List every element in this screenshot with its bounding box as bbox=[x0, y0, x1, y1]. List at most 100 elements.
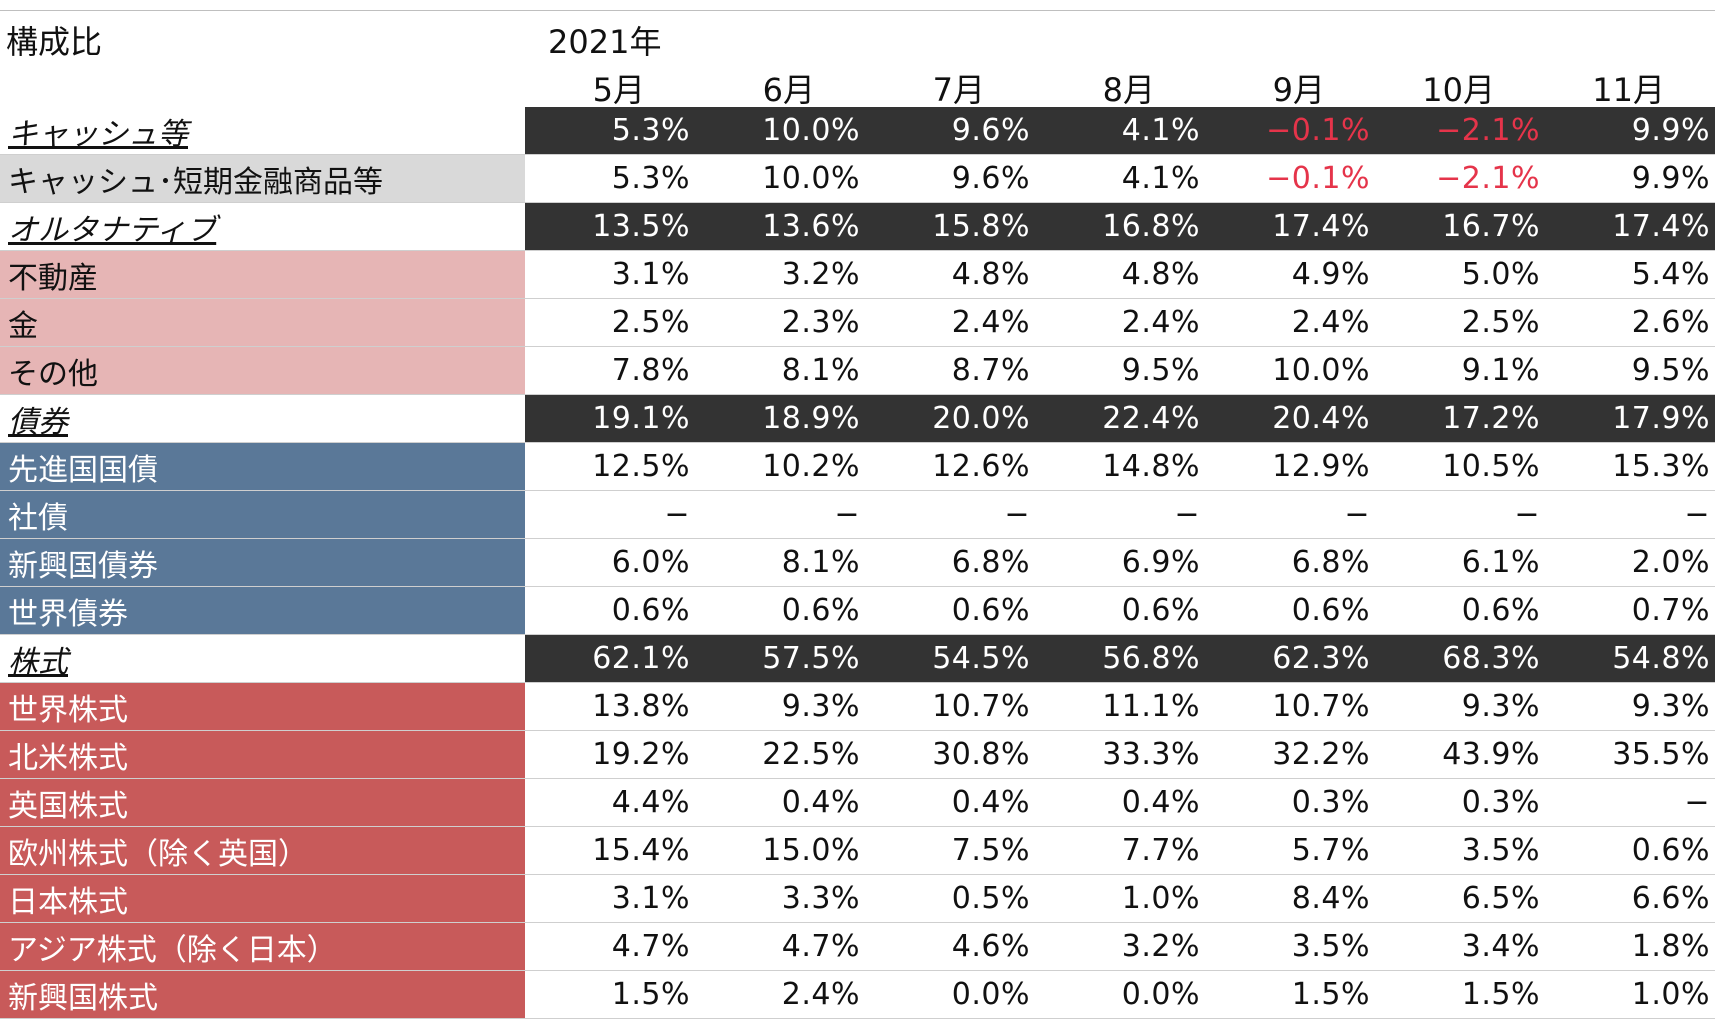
value-cell: 13.8% bbox=[592, 689, 690, 724]
value-cell: 13.6% bbox=[762, 209, 860, 244]
row-values: − − − − − − − bbox=[525, 491, 1715, 538]
table-row: アジア株式（除く日本） 4.7% 4.7% 4.6% 3.2% 3.5% 3.4% 1.8% bbox=[0, 923, 1715, 971]
value-cell: 8.1% bbox=[781, 545, 860, 580]
row-values: 5.3% 10.0% 9.6% 4.1% −0.1% −2.1% 9.9% bbox=[525, 107, 1715, 154]
value-cell: 32.2% bbox=[1272, 737, 1370, 772]
value-cell: −2.1% bbox=[1436, 113, 1540, 148]
row-values: 13.8% 9.3% 10.7% 11.1% 10.7% 9.3% 9.3% bbox=[525, 683, 1715, 730]
value-cell: 5.4% bbox=[1631, 257, 1710, 292]
value-cell: 68.3% bbox=[1442, 641, 1540, 676]
month-header-2: 6月 bbox=[762, 71, 815, 109]
value-cell: 1.8% bbox=[1631, 929, 1710, 964]
value-cell: 5.3% bbox=[611, 161, 690, 196]
row-values: 7.8% 8.1% 8.7% 9.5% 10.0% 9.1% 9.5% bbox=[525, 347, 1715, 394]
value-cell: 20.0% bbox=[932, 401, 1030, 436]
value-cell: 1.5% bbox=[611, 977, 690, 1012]
value-cell: 14.8% bbox=[1102, 449, 1200, 484]
value-cell: 0.6% bbox=[1291, 593, 1370, 628]
value-cell: 6.1% bbox=[1461, 545, 1540, 580]
value-cell: 1.0% bbox=[1121, 881, 1200, 916]
value-cell: 17.2% bbox=[1442, 401, 1540, 436]
row-label: アジア株式（除く日本） bbox=[0, 923, 525, 970]
value-cell: 17.4% bbox=[1612, 209, 1710, 244]
row-values: 4.4% 0.4% 0.4% 0.4% 0.3% 0.3% − bbox=[525, 779, 1715, 826]
value-cell: 2.5% bbox=[1461, 305, 1540, 340]
value-cell: 3.2% bbox=[781, 257, 860, 292]
month-header-5: 9月 bbox=[1272, 71, 1325, 109]
value-cell: 9.5% bbox=[1121, 353, 1200, 388]
value-cell: 22.4% bbox=[1102, 401, 1200, 436]
value-cell: 9.9% bbox=[1631, 161, 1710, 196]
value-cell: 15.3% bbox=[1612, 449, 1710, 484]
value-cell: −2.1% bbox=[1436, 161, 1540, 196]
row-label: 社債 bbox=[0, 491, 525, 538]
value-cell: 0.0% bbox=[951, 977, 1030, 1012]
table-row: キャッシュ･短期金融商品等 5.3% 10.0% 9.6% 4.1% −0.1% −2.1%… bbox=[0, 155, 1715, 203]
value-cell: 9.6% bbox=[951, 161, 1030, 196]
value-cell: 12.5% bbox=[592, 449, 690, 484]
row-values: 13.5% 13.6% 15.8% 16.8% 17.4% 16.7% 17.4% bbox=[525, 203, 1715, 250]
value-cell: 0.4% bbox=[1121, 785, 1200, 820]
row-values: 6.0% 8.1% 6.8% 6.9% 6.8% 6.1% 2.0% bbox=[525, 539, 1715, 586]
row-values: 0.6% 0.6% 0.6% 0.6% 0.6% 0.6% 0.7% bbox=[525, 587, 1715, 634]
row-label: その他 bbox=[0, 347, 525, 394]
value-cell: 8.1% bbox=[781, 353, 860, 388]
value-cell: 15.4% bbox=[592, 833, 690, 868]
row-values: 19.2% 22.5% 30.8% 33.3% 32.2% 43.9% 35.5% bbox=[525, 731, 1715, 778]
value-cell: 4.8% bbox=[951, 257, 1030, 292]
row-label: 先進国国債 bbox=[0, 443, 525, 490]
value-cell: 10.5% bbox=[1442, 449, 1540, 484]
value-cell: 0.6% bbox=[1461, 593, 1540, 628]
value-cell: 10.0% bbox=[762, 161, 860, 196]
row-values: 62.1% 57.5% 54.5% 56.8% 62.3% 68.3% 54.8% bbox=[525, 635, 1715, 682]
value-cell: 17.9% bbox=[1612, 401, 1710, 436]
value-cell: 1.5% bbox=[1461, 977, 1540, 1012]
value-cell: 3.1% bbox=[611, 257, 690, 292]
row-label: 金 bbox=[0, 299, 525, 346]
value-cell: 30.8% bbox=[932, 737, 1030, 772]
value-cell: 9.1% bbox=[1461, 353, 1540, 388]
value-cell: 19.2% bbox=[592, 737, 690, 772]
value-cell: 4.6% bbox=[951, 929, 1030, 964]
value-cell: 11.1% bbox=[1102, 689, 1200, 724]
value-cell: 3.4% bbox=[1461, 929, 1540, 964]
row-label: 北米株式 bbox=[0, 731, 525, 778]
value-cell: −0.1% bbox=[1266, 113, 1370, 148]
row-label: オルタナティブ bbox=[0, 203, 525, 250]
row-values: 19.1% 18.9% 20.0% 22.4% 20.4% 17.2% 17.9% bbox=[525, 395, 1715, 442]
value-cell: 0.5% bbox=[951, 881, 1030, 916]
value-cell: 54.5% bbox=[932, 641, 1030, 676]
value-cell: 1.0% bbox=[1631, 977, 1710, 1012]
value-cell: 12.6% bbox=[932, 449, 1030, 484]
top-border bbox=[0, 10, 1715, 11]
row-values: 12.5% 10.2% 12.6% 14.8% 12.9% 10.5% 15.3% bbox=[525, 443, 1715, 490]
value-cell: 6.9% bbox=[1121, 545, 1200, 580]
value-cell: − bbox=[1344, 497, 1370, 532]
table-row: その他 7.8% 8.1% 8.7% 9.5% 10.0% 9.1% 9.5% bbox=[0, 347, 1715, 395]
row-label: 英国株式 bbox=[0, 779, 525, 826]
value-cell: 4.1% bbox=[1121, 113, 1200, 148]
table-row: 先進国国債 12.5% 10.2% 12.6% 14.8% 12.9% 10.5% 15.3% bbox=[0, 443, 1715, 491]
row-label: 世界株式 bbox=[0, 683, 525, 730]
value-cell: − bbox=[1174, 497, 1200, 532]
row-values: 3.1% 3.2% 4.8% 4.8% 4.9% 5.0% 5.4% bbox=[525, 251, 1715, 298]
value-cell: 0.3% bbox=[1291, 785, 1370, 820]
allocation-table: キャッシュ等 5.3% 10.0% 9.6% 4.1% −0.1% −2.1% 9.9% キャッ… bbox=[0, 107, 1715, 1019]
value-cell: 54.8% bbox=[1612, 641, 1710, 676]
table-row: 新興国債券 6.0% 8.1% 6.8% 6.9% 6.8% 6.1% 2.0% bbox=[0, 539, 1715, 587]
value-cell: 13.5% bbox=[592, 209, 690, 244]
value-cell: − bbox=[1684, 785, 1710, 820]
value-cell: 4.1% bbox=[1121, 161, 1200, 196]
value-cell: 10.0% bbox=[1272, 353, 1370, 388]
value-cell: 9.3% bbox=[1631, 689, 1710, 724]
value-cell: 6.6% bbox=[1631, 881, 1710, 916]
row-label: 不動産 bbox=[0, 251, 525, 298]
row-values: 2.5% 2.3% 2.4% 2.4% 2.4% 2.5% 2.6% bbox=[525, 299, 1715, 346]
row-label: 世界債券 bbox=[0, 587, 525, 634]
value-cell: − bbox=[664, 497, 690, 532]
row-label: 新興国債券 bbox=[0, 539, 525, 586]
value-cell: 62.3% bbox=[1272, 641, 1370, 676]
row-values: 3.1% 3.3% 0.5% 1.0% 8.4% 6.5% 6.6% bbox=[525, 875, 1715, 922]
value-cell: 15.8% bbox=[932, 209, 1030, 244]
category-row: 株式 62.1% 57.5% 54.5% 56.8% 62.3% 68.3% 54.8% bbox=[0, 635, 1715, 683]
